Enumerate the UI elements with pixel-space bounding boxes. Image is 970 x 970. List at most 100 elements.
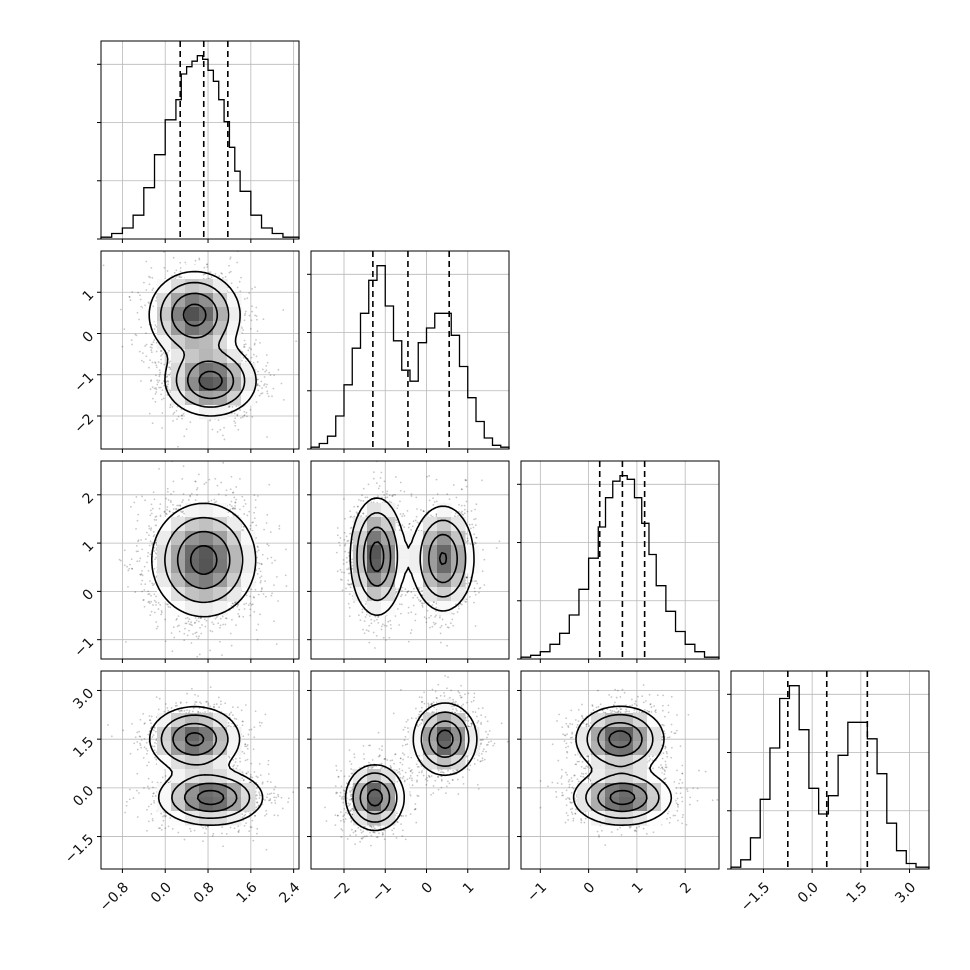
scatter-point <box>136 519 139 522</box>
scatter-point <box>238 280 241 283</box>
scatter-point <box>211 428 214 431</box>
scatter-point <box>134 333 137 336</box>
scatter-point <box>285 548 287 551</box>
scatter-point <box>158 373 161 376</box>
scatter-point <box>161 389 164 391</box>
scatter-point <box>148 283 151 286</box>
scatter-point <box>222 461 225 464</box>
scatter-point <box>172 626 175 629</box>
histogram-panel-3 <box>521 461 719 659</box>
scatter-point <box>140 573 143 575</box>
scatter-point <box>197 637 200 640</box>
scatter-point <box>231 491 234 494</box>
scatter-point <box>259 581 262 584</box>
scatter-point <box>148 600 151 603</box>
scatter-point <box>149 529 152 531</box>
scatter-point <box>264 580 267 583</box>
scatter-point <box>266 383 268 386</box>
scatter-point <box>243 298 246 300</box>
scatter-point <box>151 582 154 585</box>
scatter-point <box>160 362 163 365</box>
scatter-point <box>139 294 141 297</box>
scatter-point <box>161 412 164 414</box>
scatter-point <box>149 380 152 383</box>
density-cell <box>227 377 242 392</box>
scatter-point <box>140 326 142 329</box>
scatter-point <box>155 366 158 369</box>
scatter-point <box>141 548 144 551</box>
scatter-point <box>295 340 298 343</box>
density-contour <box>182 303 223 391</box>
scatter-point <box>162 352 165 354</box>
scatter-point <box>182 493 185 495</box>
scatter-point <box>260 380 263 383</box>
scatter-point <box>137 291 140 294</box>
scatter-point <box>166 487 169 490</box>
scatter-point <box>153 583 156 585</box>
scatter-point <box>194 259 197 262</box>
scatter-point <box>211 621 214 624</box>
scatter-point <box>155 364 158 367</box>
scatter-point <box>217 419 220 422</box>
scatter-point <box>230 282 233 285</box>
scatter-point <box>182 412 185 415</box>
scatter-point <box>126 565 128 568</box>
scatter-point <box>153 328 156 330</box>
scatter-point <box>169 500 172 502</box>
scatter-point <box>167 499 170 501</box>
scatter-point <box>151 386 154 388</box>
scatter-point <box>176 405 179 408</box>
scatter-point <box>253 343 256 346</box>
scatter-point <box>194 499 197 501</box>
scatter-point <box>214 272 217 275</box>
scatter-point <box>268 371 271 374</box>
scatter-point <box>150 594 152 597</box>
scatter-point <box>254 314 256 317</box>
scatter-point <box>233 496 236 499</box>
density-cell <box>227 363 242 378</box>
panel-background <box>311 251 509 449</box>
scatter-point <box>193 622 196 624</box>
scatter-point <box>230 475 233 478</box>
scatter-point <box>259 570 262 573</box>
scatter-point <box>198 257 201 260</box>
scatter-point <box>250 604 253 606</box>
scatter-point <box>264 370 267 373</box>
scatter-point <box>129 563 131 566</box>
scatter-point <box>184 617 187 620</box>
scatter-point <box>161 427 163 429</box>
scatter-point <box>148 412 151 415</box>
scatter-panel-1-2 <box>102 251 298 448</box>
scatter-point <box>183 512 185 515</box>
density-cell <box>143 307 158 322</box>
scatter-point <box>239 409 242 412</box>
density-cell <box>199 293 214 308</box>
scatter-point <box>128 296 131 298</box>
scatter-point <box>173 411 176 414</box>
scatter-point <box>102 264 105 267</box>
scatter-point <box>230 605 233 607</box>
scatter-point <box>145 289 148 291</box>
scatter-point <box>194 617 197 619</box>
scatter-point <box>181 414 183 417</box>
scatter-point <box>149 553 152 556</box>
density-cell <box>213 279 228 294</box>
scatter-point <box>163 363 166 366</box>
scatter-point <box>234 501 237 504</box>
scatter-point <box>270 556 273 559</box>
scatter-point <box>179 267 182 269</box>
scatter-point <box>151 397 154 400</box>
scatter-point <box>155 541 157 544</box>
scatter-point <box>210 276 213 279</box>
scatter-point <box>217 622 220 625</box>
scatter-point <box>168 510 171 513</box>
scatter-point <box>186 616 189 619</box>
scatter-point <box>140 359 143 362</box>
scatter-point <box>165 381 168 383</box>
scatter-point <box>267 544 270 547</box>
scatter-point <box>138 560 141 562</box>
scatter-point <box>170 493 172 495</box>
panel-background <box>101 41 299 239</box>
scatter-point <box>255 524 258 527</box>
scatter-point <box>157 381 159 384</box>
